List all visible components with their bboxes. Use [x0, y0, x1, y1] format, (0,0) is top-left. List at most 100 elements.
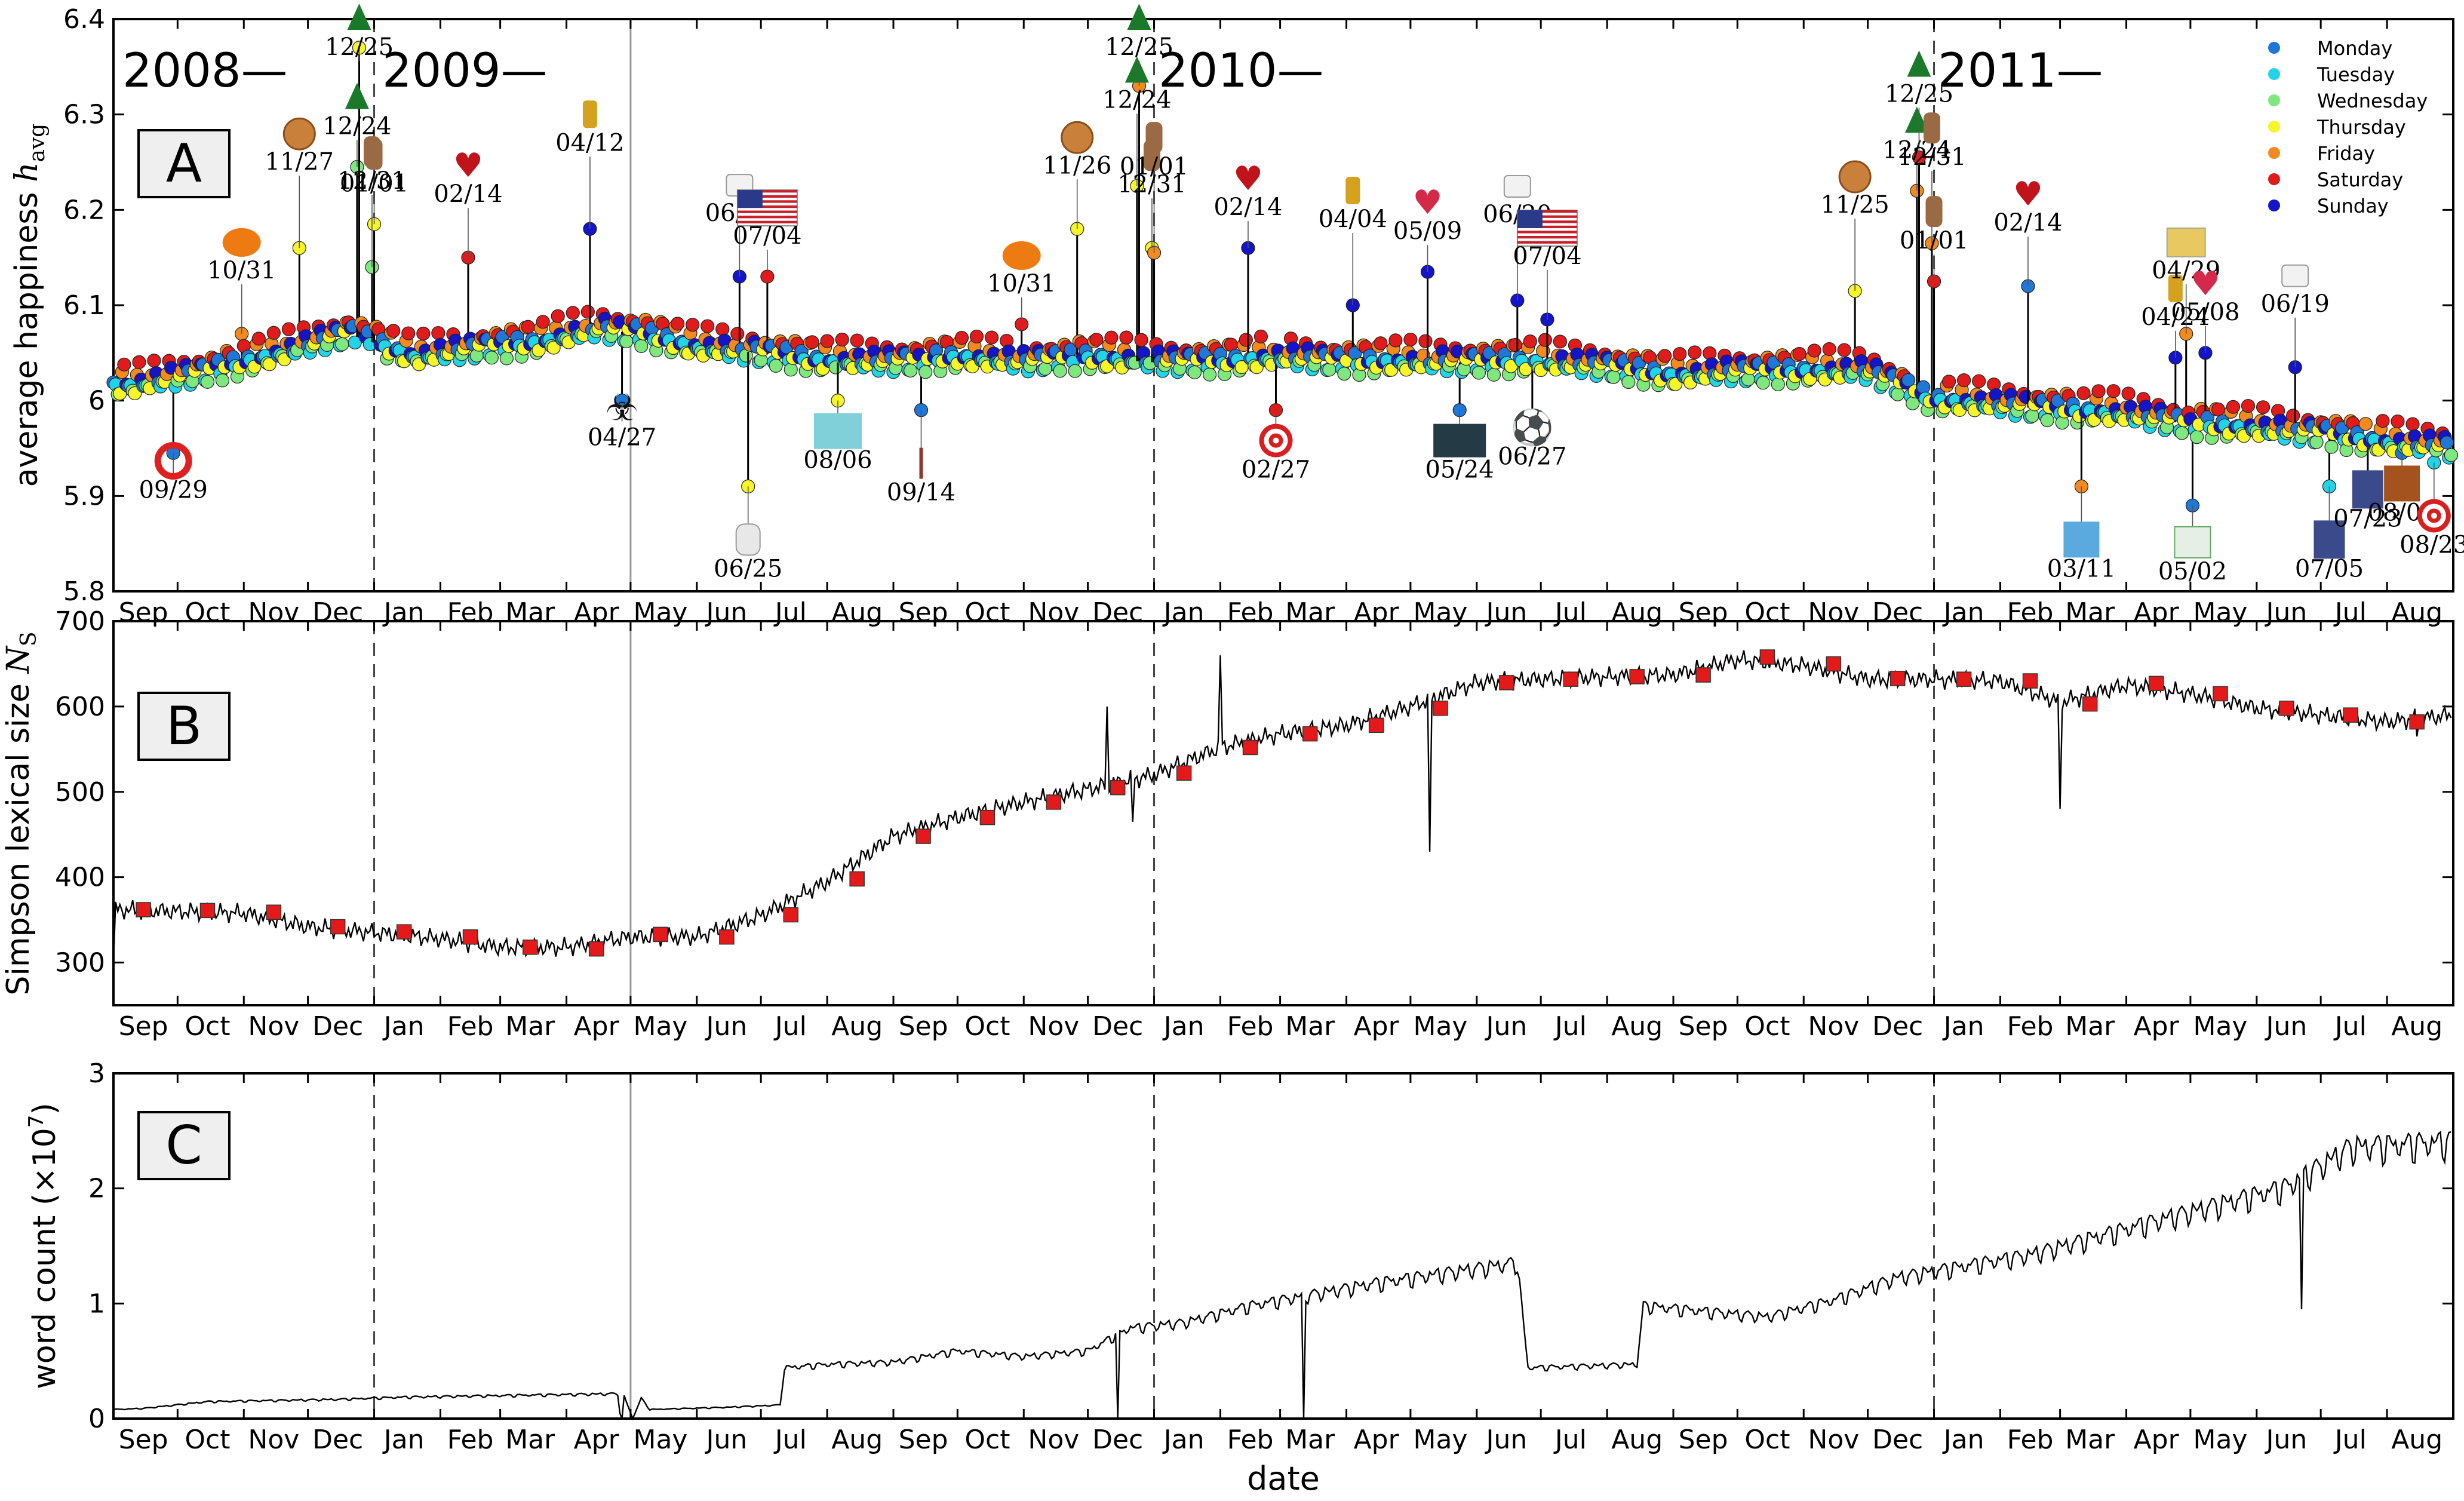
month-label: Jan — [1942, 1425, 1984, 1455]
month-label: Dec — [1872, 597, 1923, 628]
y-title-symbol: h — [9, 162, 45, 183]
christmas-tree-icon — [1904, 106, 1929, 133]
happiness-dot — [2286, 409, 2300, 423]
flag-stripe — [737, 195, 797, 198]
month-label: Jun — [2265, 597, 2308, 628]
month-label: Jul — [2333, 1425, 2367, 1455]
word-count-line — [113, 1131, 2451, 1421]
event-label: 10/31 — [207, 257, 276, 284]
month-label: Mar — [2065, 597, 2115, 628]
month-label: Feb — [2007, 1011, 2054, 1042]
panel-letter-box — [137, 1111, 231, 1180]
flag-stripe — [737, 216, 797, 219]
happiness-dot — [1837, 343, 1851, 357]
happiness-dot — [536, 315, 550, 329]
month-label: Feb — [2007, 1425, 2054, 1455]
monthly-marker — [2213, 686, 2228, 702]
event-label: 07/04 — [1513, 243, 1581, 270]
y-title-text: Simpson lexical size — [1, 674, 36, 996]
flag-canton — [737, 190, 763, 208]
event-label: 12/24 — [1882, 136, 1951, 164]
happiness-dot — [266, 326, 281, 340]
happiness-dot — [546, 340, 561, 355]
month-label: Apr — [1354, 597, 1400, 628]
y-axis-title: Simpson lexical size NS — [1, 631, 41, 995]
happiness-dot — [1374, 336, 1388, 351]
month-label: Sep — [899, 597, 948, 628]
event-label: 11/27 — [265, 148, 334, 176]
month-label: Nov — [1028, 1425, 1079, 1455]
happiness-dot — [1538, 333, 1552, 347]
happiness-dot — [769, 358, 783, 373]
month-label: Aug — [831, 597, 883, 628]
flag-stripe — [1517, 220, 1577, 223]
event-label: 12/31 — [1897, 143, 1966, 171]
y-tick-label: 6.4 — [63, 4, 105, 35]
month-label: Jan — [382, 1011, 425, 1042]
y-axis-title: average happiness havg — [9, 124, 50, 487]
flag-stripe — [737, 220, 797, 223]
happiness-dot — [1523, 334, 1537, 349]
month-label: Sep — [1679, 1011, 1728, 1042]
month-label: May — [634, 1425, 688, 1455]
event-label: 12/31 — [1117, 171, 1186, 198]
month-label: Mar — [505, 1011, 555, 1042]
flag-stripe — [737, 200, 797, 203]
happiness-dot — [2211, 402, 2226, 417]
month-label: Jan — [382, 1425, 425, 1455]
monthly-marker — [2343, 707, 2359, 723]
portrait-icon — [2314, 520, 2345, 559]
flag-stripe — [737, 210, 797, 213]
event-label: 02/14 — [1213, 194, 1282, 221]
happiness-dot — [2241, 398, 2256, 413]
event-label: 12/25 — [325, 33, 394, 61]
happiness-dot — [1119, 330, 1133, 345]
year-label: 2008— — [122, 44, 288, 98]
y-tick-label: 6.2 — [63, 195, 105, 225]
japan-map-icon — [2063, 521, 2100, 558]
monthly-marker — [1826, 656, 1842, 672]
month-label: Apr — [1354, 1011, 1400, 1042]
happiness-dot — [2391, 414, 2405, 429]
flag-stripe — [1517, 241, 1577, 244]
happiness-dot — [117, 357, 131, 372]
month-label: Feb — [2007, 597, 2054, 628]
happiness-dot — [1756, 376, 1770, 390]
happiness-dot — [1239, 333, 1253, 347]
month-label: Aug — [831, 1011, 883, 1042]
month-label: Feb — [447, 1425, 494, 1455]
happiness-dot — [551, 309, 565, 323]
legend-label: Saturday — [2317, 168, 2403, 191]
happiness-dot — [1388, 333, 1403, 348]
christmas-tree-icon — [1127, 4, 1151, 30]
happiness-dot — [671, 317, 685, 331]
monthly-marker — [588, 941, 604, 957]
event-label: 02/27 — [1242, 456, 1310, 484]
champagne-cork-icon — [1145, 122, 1163, 154]
month-label: Oct — [185, 1011, 230, 1042]
month-label: Sep — [119, 1011, 168, 1042]
happiness-dot — [730, 327, 745, 341]
happiness-dot — [2190, 430, 2204, 444]
event-label: 04/27 — [588, 424, 656, 452]
month-label: Aug — [1611, 1425, 1663, 1455]
event-label: 05/08 — [2171, 299, 2239, 326]
legend-marker — [2268, 173, 2280, 185]
y-tick-label: 400 — [55, 862, 105, 893]
event-label: 04/12 — [555, 129, 624, 156]
legend-label: Friday — [2317, 142, 2375, 165]
month-label: Apr — [574, 1011, 620, 1042]
event-label: 07/04 — [733, 222, 801, 250]
monthly-marker — [2022, 673, 2038, 689]
month-label: Feb — [1227, 1011, 1274, 1042]
monthly-marker — [1302, 726, 1318, 742]
year-label: 2009— — [382, 44, 548, 98]
happiness-dot — [1337, 367, 1351, 381]
monthly-marker — [396, 924, 412, 940]
flag-stripe — [1517, 225, 1577, 229]
month-label: Oct — [1744, 597, 1790, 628]
monthly-marker — [1242, 739, 1258, 756]
monthly-marker — [915, 828, 931, 844]
monthly-marker — [719, 929, 735, 945]
month-label: Aug — [2391, 1011, 2443, 1042]
